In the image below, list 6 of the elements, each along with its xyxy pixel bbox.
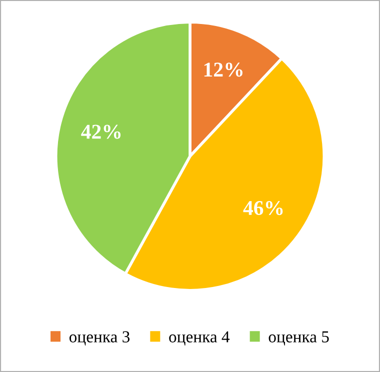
legend-label: оценка 5 [268, 331, 329, 346]
data-label: 46% [243, 201, 283, 216]
legend-label: оценка 4 [169, 331, 230, 346]
legend-label: оценка 3 [69, 331, 130, 346]
data-label: 12% [204, 62, 242, 77]
data-label: 42% [81, 124, 121, 139]
